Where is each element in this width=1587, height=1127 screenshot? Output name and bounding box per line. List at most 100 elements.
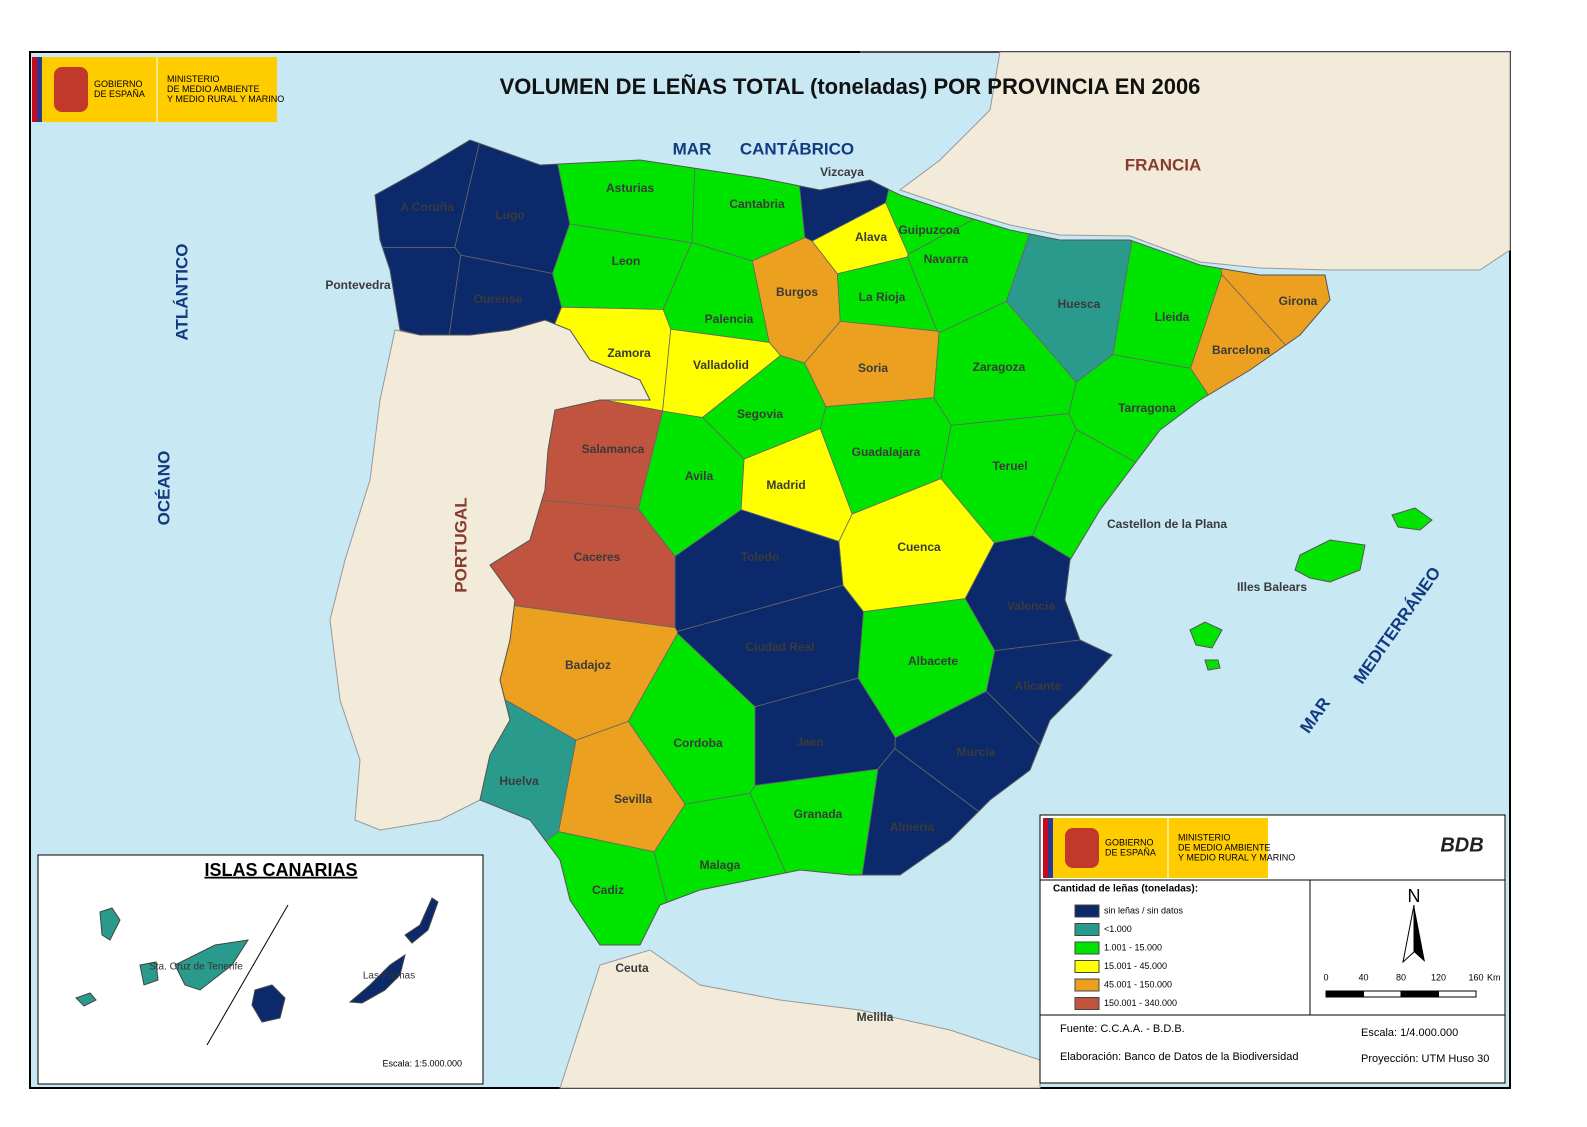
legend-label: 15.001 - 45.000 <box>1104 961 1167 971</box>
scale-label: 40 <box>1358 972 1368 982</box>
province-label: Teruel <box>992 459 1027 473</box>
logo-text: MINISTERIO <box>1178 832 1231 842</box>
province-label: Almeria <box>890 820 934 834</box>
logo-text: GOBIERNO <box>1105 837 1154 847</box>
province-label: Guipuzcoa <box>898 223 960 237</box>
logo-text: MINISTERIO <box>167 74 220 84</box>
province-label: La Rioja <box>859 290 906 304</box>
province-label: Huesca <box>1058 297 1101 311</box>
inset <box>37 854 484 1085</box>
inset-scale: Escala: 1:5.000.000 <box>382 1058 462 1068</box>
province-label: Palencia <box>705 312 754 326</box>
province-label: Guadalajara <box>852 445 921 459</box>
province-label: Navarra <box>924 252 969 266</box>
legend-label: 45.001 - 150.000 <box>1104 979 1172 989</box>
province-label: Sta. Cruz de Tenerife <box>149 962 243 973</box>
legend-swatch <box>1074 923 1100 936</box>
province-label: Cordoba <box>673 736 723 750</box>
logo-text: DE MEDIO AMBIENTE <box>167 84 260 94</box>
province-label: Castellon de la Plana <box>1107 517 1227 531</box>
city-label: Ceuta <box>615 961 649 975</box>
bdb-logo: BDB <box>1440 834 1483 856</box>
province-label: Leon <box>612 254 641 268</box>
logo-text: Y MEDIO RURAL Y MARINO <box>167 94 284 104</box>
sea-label: ATLÁNTICO <box>172 244 191 341</box>
scale-segment <box>1438 990 1477 998</box>
legend-label: 150.001 - 340.000 <box>1104 998 1177 1008</box>
scale-unit: Km <box>1487 972 1501 982</box>
sea-label: MAR <box>673 139 712 158</box>
province-label: Albacete <box>908 654 958 668</box>
scale-text: Escala: 1/4.000.000 <box>1361 1027 1458 1039</box>
province-label: Vizcaya <box>820 165 864 179</box>
province-label: A Coruña <box>400 200 454 214</box>
province-label: Illes Balears <box>1237 580 1307 594</box>
province-label: Granada <box>794 807 843 821</box>
author: Elaboración: Banco de Datos de la Biodiv… <box>1060 1051 1298 1063</box>
province-label: Zamora <box>607 346 651 360</box>
province-label: Lugo <box>495 208 524 222</box>
island <box>404 897 439 944</box>
labels: A Coruña Lugo Pontevedra Ourense Asturias Can… <box>325 165 1317 897</box>
scale-segment <box>1325 990 1364 998</box>
legend-label: 1.001 - 15.000 <box>1104 942 1162 952</box>
province-label: Toledo <box>741 550 779 564</box>
province-label: Soria <box>858 361 888 375</box>
province-label: Alava <box>855 230 887 244</box>
province-label: Caceres <box>574 550 621 564</box>
flag <box>1043 818 1048 878</box>
scale-label: 120 <box>1431 972 1446 982</box>
scale-bar: 0 40 80 120 160 Km <box>1323 972 1501 998</box>
island <box>1391 507 1433 531</box>
province-label: Ourense <box>474 292 523 306</box>
canary-islands: Sta. Cruz de Tenerife Las Palmas <box>75 897 439 1023</box>
legend-title: Cantidad de leñas (toneladas): <box>1053 884 1198 895</box>
province-label: Barcelona <box>1212 343 1270 357</box>
flag <box>32 57 37 122</box>
province-label: Asturias <box>606 181 654 195</box>
island <box>75 992 97 1007</box>
island <box>99 907 121 941</box>
province-label: Salamanca <box>582 442 645 456</box>
scale-label: 0 <box>1323 972 1328 982</box>
island <box>174 939 250 991</box>
province-label: Huelva <box>499 774 539 788</box>
province-label: Segovia <box>737 407 783 421</box>
logo-text: DE ESPAÑA <box>1105 847 1156 857</box>
legend-swatch <box>1074 904 1100 918</box>
province-label: Alicante <box>1015 679 1062 693</box>
province-label: Valencia <box>1007 599 1055 613</box>
island <box>1204 659 1221 671</box>
legend-swatch <box>1074 960 1100 973</box>
island <box>1294 539 1366 583</box>
province-label: Burgos <box>776 285 818 299</box>
coat-of-arms <box>1065 828 1099 868</box>
logo-text: Y MEDIO RURAL Y MARINO <box>1178 852 1295 862</box>
province-label: Murcia <box>957 745 996 759</box>
province-label: Avila <box>685 469 714 483</box>
projection: Proyección: UTM Huso 30 <box>1361 1053 1489 1065</box>
flag <box>1048 818 1053 878</box>
scale-label: 80 <box>1396 972 1406 982</box>
inset-divider <box>206 904 289 1046</box>
france <box>860 51 1511 271</box>
inset-title: ISLAS CANARIAS <box>204 860 357 880</box>
flag <box>37 57 42 122</box>
province-label: Madrid <box>766 478 805 492</box>
logo-text: GOBIERNO <box>94 79 143 89</box>
province-label: Jaen <box>796 735 823 749</box>
logo-text: DE ESPAÑA <box>94 89 145 99</box>
province-label: Lleida <box>1155 310 1190 324</box>
legend-swatch <box>1074 978 1100 992</box>
city-label: Melilla <box>857 1010 894 1024</box>
island <box>251 984 286 1023</box>
scale-segment <box>1363 990 1402 998</box>
legend: sin leñas / sin datos <1.000 1.001 - 15.00… <box>1074 904 1184 1010</box>
coat-of-arms <box>54 67 88 112</box>
north-arrow <box>1414 905 1425 962</box>
legend-swatch <box>1074 997 1100 1010</box>
sea-label: OCÉANO <box>154 451 173 526</box>
scale-label: 160 <box>1468 972 1483 982</box>
island <box>139 961 159 986</box>
